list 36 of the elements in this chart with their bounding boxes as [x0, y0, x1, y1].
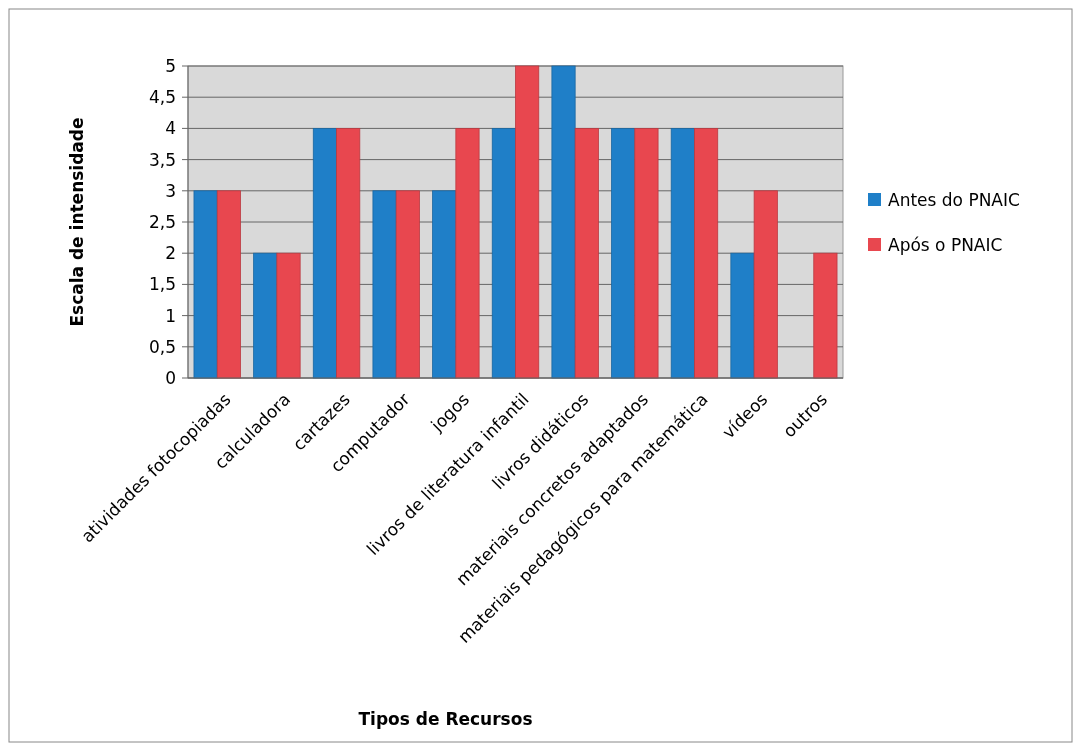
bar: [276, 252, 301, 379]
y-tick-label: 3,5: [148, 149, 176, 170]
bar: [395, 190, 420, 379]
bar: [670, 128, 695, 379]
legend-label: Após o PNAIC: [888, 234, 1003, 255]
y-tick-label: 0: [165, 367, 176, 388]
y-tick-label: 1: [165, 305, 176, 326]
y-axis-title: Escala de intensidade: [67, 117, 87, 327]
bar: [216, 190, 241, 379]
bar: [574, 128, 599, 379]
bar: [193, 190, 218, 379]
bar: [694, 128, 719, 379]
bar: [813, 252, 838, 379]
y-tick-label: 4: [165, 118, 176, 139]
bar: [336, 128, 361, 379]
bar: [253, 252, 278, 379]
y-tick-label: 1,5: [148, 274, 176, 295]
bar: [455, 128, 480, 379]
bar: [515, 65, 540, 379]
bar: [312, 128, 337, 379]
bar: [551, 65, 576, 379]
y-tick-label: 2,5: [148, 211, 176, 232]
bar: [634, 128, 659, 379]
bar: [730, 252, 755, 379]
y-tick-label: 0,5: [148, 336, 176, 357]
bar: [432, 190, 457, 379]
bar: [491, 128, 516, 379]
y-tick-label: 4,5: [148, 87, 176, 108]
bar: [372, 190, 397, 379]
bar: [611, 128, 636, 379]
x-axis-title: Tipos de Recursos: [358, 709, 533, 729]
y-tick-label: 2: [165, 243, 176, 264]
y-tick-label: 5: [165, 55, 176, 76]
bar: [753, 190, 778, 379]
legend-label: Antes do PNAIC: [888, 189, 1020, 210]
y-tick-label: 3: [165, 180, 176, 201]
